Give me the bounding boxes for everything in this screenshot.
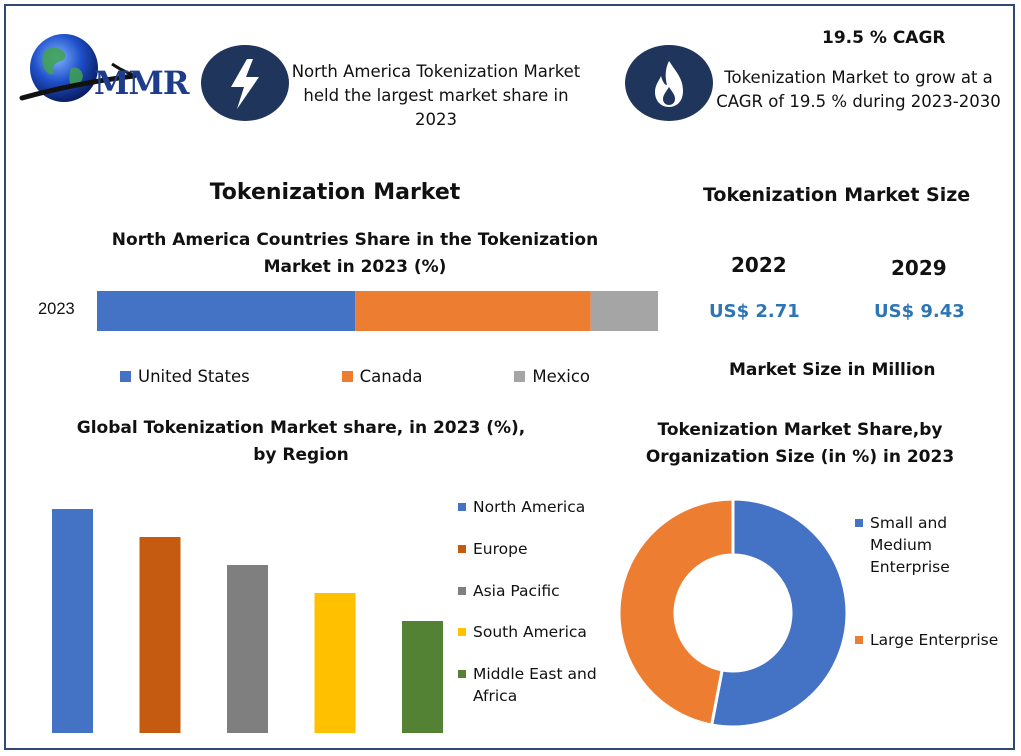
region-bar-north-america	[52, 509, 93, 733]
logo-text: MMR	[94, 64, 189, 102]
legend-label: South America	[473, 623, 587, 641]
region-legend-item: Asia Pacific	[458, 580, 598, 602]
legend-swatch	[855, 519, 863, 527]
legend-label: Asia Pacific	[473, 582, 560, 600]
legend-swatch	[120, 371, 131, 382]
legend-swatch	[514, 371, 526, 382]
donut-legend-item: Large Enterprise	[855, 629, 1005, 651]
stacked-segment-united-states	[97, 291, 356, 331]
region-bar-chart	[52, 509, 443, 733]
infographic-frame	[4, 4, 1015, 750]
legend-swatch	[458, 628, 466, 636]
stacked-legend: United States Canada Mexico	[120, 367, 590, 386]
flame-icon	[655, 61, 683, 107]
stacked-chart-title: North America Countries Share in the Tok…	[111, 230, 599, 277]
card1-text: North America Tokenization Market held t…	[291, 62, 581, 129]
card2-heading: 19.5 % CAGR	[822, 28, 946, 48]
legend-swatch	[458, 670, 466, 678]
stacked-segment-mexico	[590, 291, 658, 331]
legend-label: North America	[473, 498, 586, 516]
legend-swatch	[458, 587, 466, 595]
legend-swatch	[341, 371, 353, 382]
region-legend-item: North America	[458, 496, 598, 518]
stacked-category-label: 2023	[38, 300, 75, 318]
card2-icon-circle	[625, 45, 713, 121]
region-legend-item: Middle East and Africa	[458, 663, 598, 707]
card2-text: Tokenization Market to grow at a CAGR of…	[716, 68, 1001, 111]
legend-swatch	[458, 503, 466, 511]
legend-swatch	[458, 545, 466, 553]
legend-item-canada: Canada	[341, 367, 423, 386]
legend-label: Middle East and Africa	[473, 665, 597, 705]
legend-swatch	[855, 636, 863, 644]
region-bar-europe	[139, 537, 181, 733]
region-legend-item: South America	[458, 621, 598, 643]
legend-item-mexico: Mexico	[514, 367, 590, 386]
card1-icon-circle	[201, 45, 289, 121]
globe-icon	[19, 34, 137, 102]
region-bar-asia-pacific	[227, 565, 268, 733]
market-size-value-2029: US$ 9.43	[874, 301, 965, 322]
region-bar-south-america	[314, 593, 356, 733]
market-size-year-2022: 2022	[731, 253, 787, 277]
legend-label: Europe	[473, 540, 528, 558]
org-size-donut-chart	[617, 497, 849, 729]
region-legend-item: Europe	[458, 538, 598, 560]
main-title: Tokenization Market	[209, 180, 461, 205]
donut-slice-small-and-medium-enterprise	[709, 497, 849, 729]
legend-item-united-states: United States	[120, 367, 250, 386]
donut-chart-title: Tokenization Market Share,by Organizatio…	[645, 420, 955, 467]
market-size-title: Tokenization Market Size	[703, 184, 971, 206]
region-chart-title: Global Tokenization Market share, in 202…	[76, 418, 526, 465]
donut-slice-large-enterprise	[617, 497, 735, 727]
stacked-segment-canada	[355, 291, 591, 331]
logo: MMR	[16, 28, 191, 108]
legend-label: Mexico	[532, 367, 590, 386]
legend-label: United States	[138, 367, 250, 386]
stacked-bar-chart	[97, 291, 658, 331]
legend-label: Small and Medium Enterprise	[870, 514, 950, 576]
market-size-year-2029: 2029	[891, 256, 947, 280]
donut-legend-item: Small and Medium Enterprise	[855, 512, 965, 578]
lightning-bolt-icon	[231, 59, 259, 109]
market-size-unit-note: Market Size in Million	[729, 360, 936, 380]
legend-label: Large Enterprise	[870, 631, 999, 649]
region-bar-middle-east-and-africa	[402, 621, 443, 733]
legend-label: Canada	[359, 367, 423, 386]
market-size-value-2022: US$ 2.71	[709, 301, 800, 322]
